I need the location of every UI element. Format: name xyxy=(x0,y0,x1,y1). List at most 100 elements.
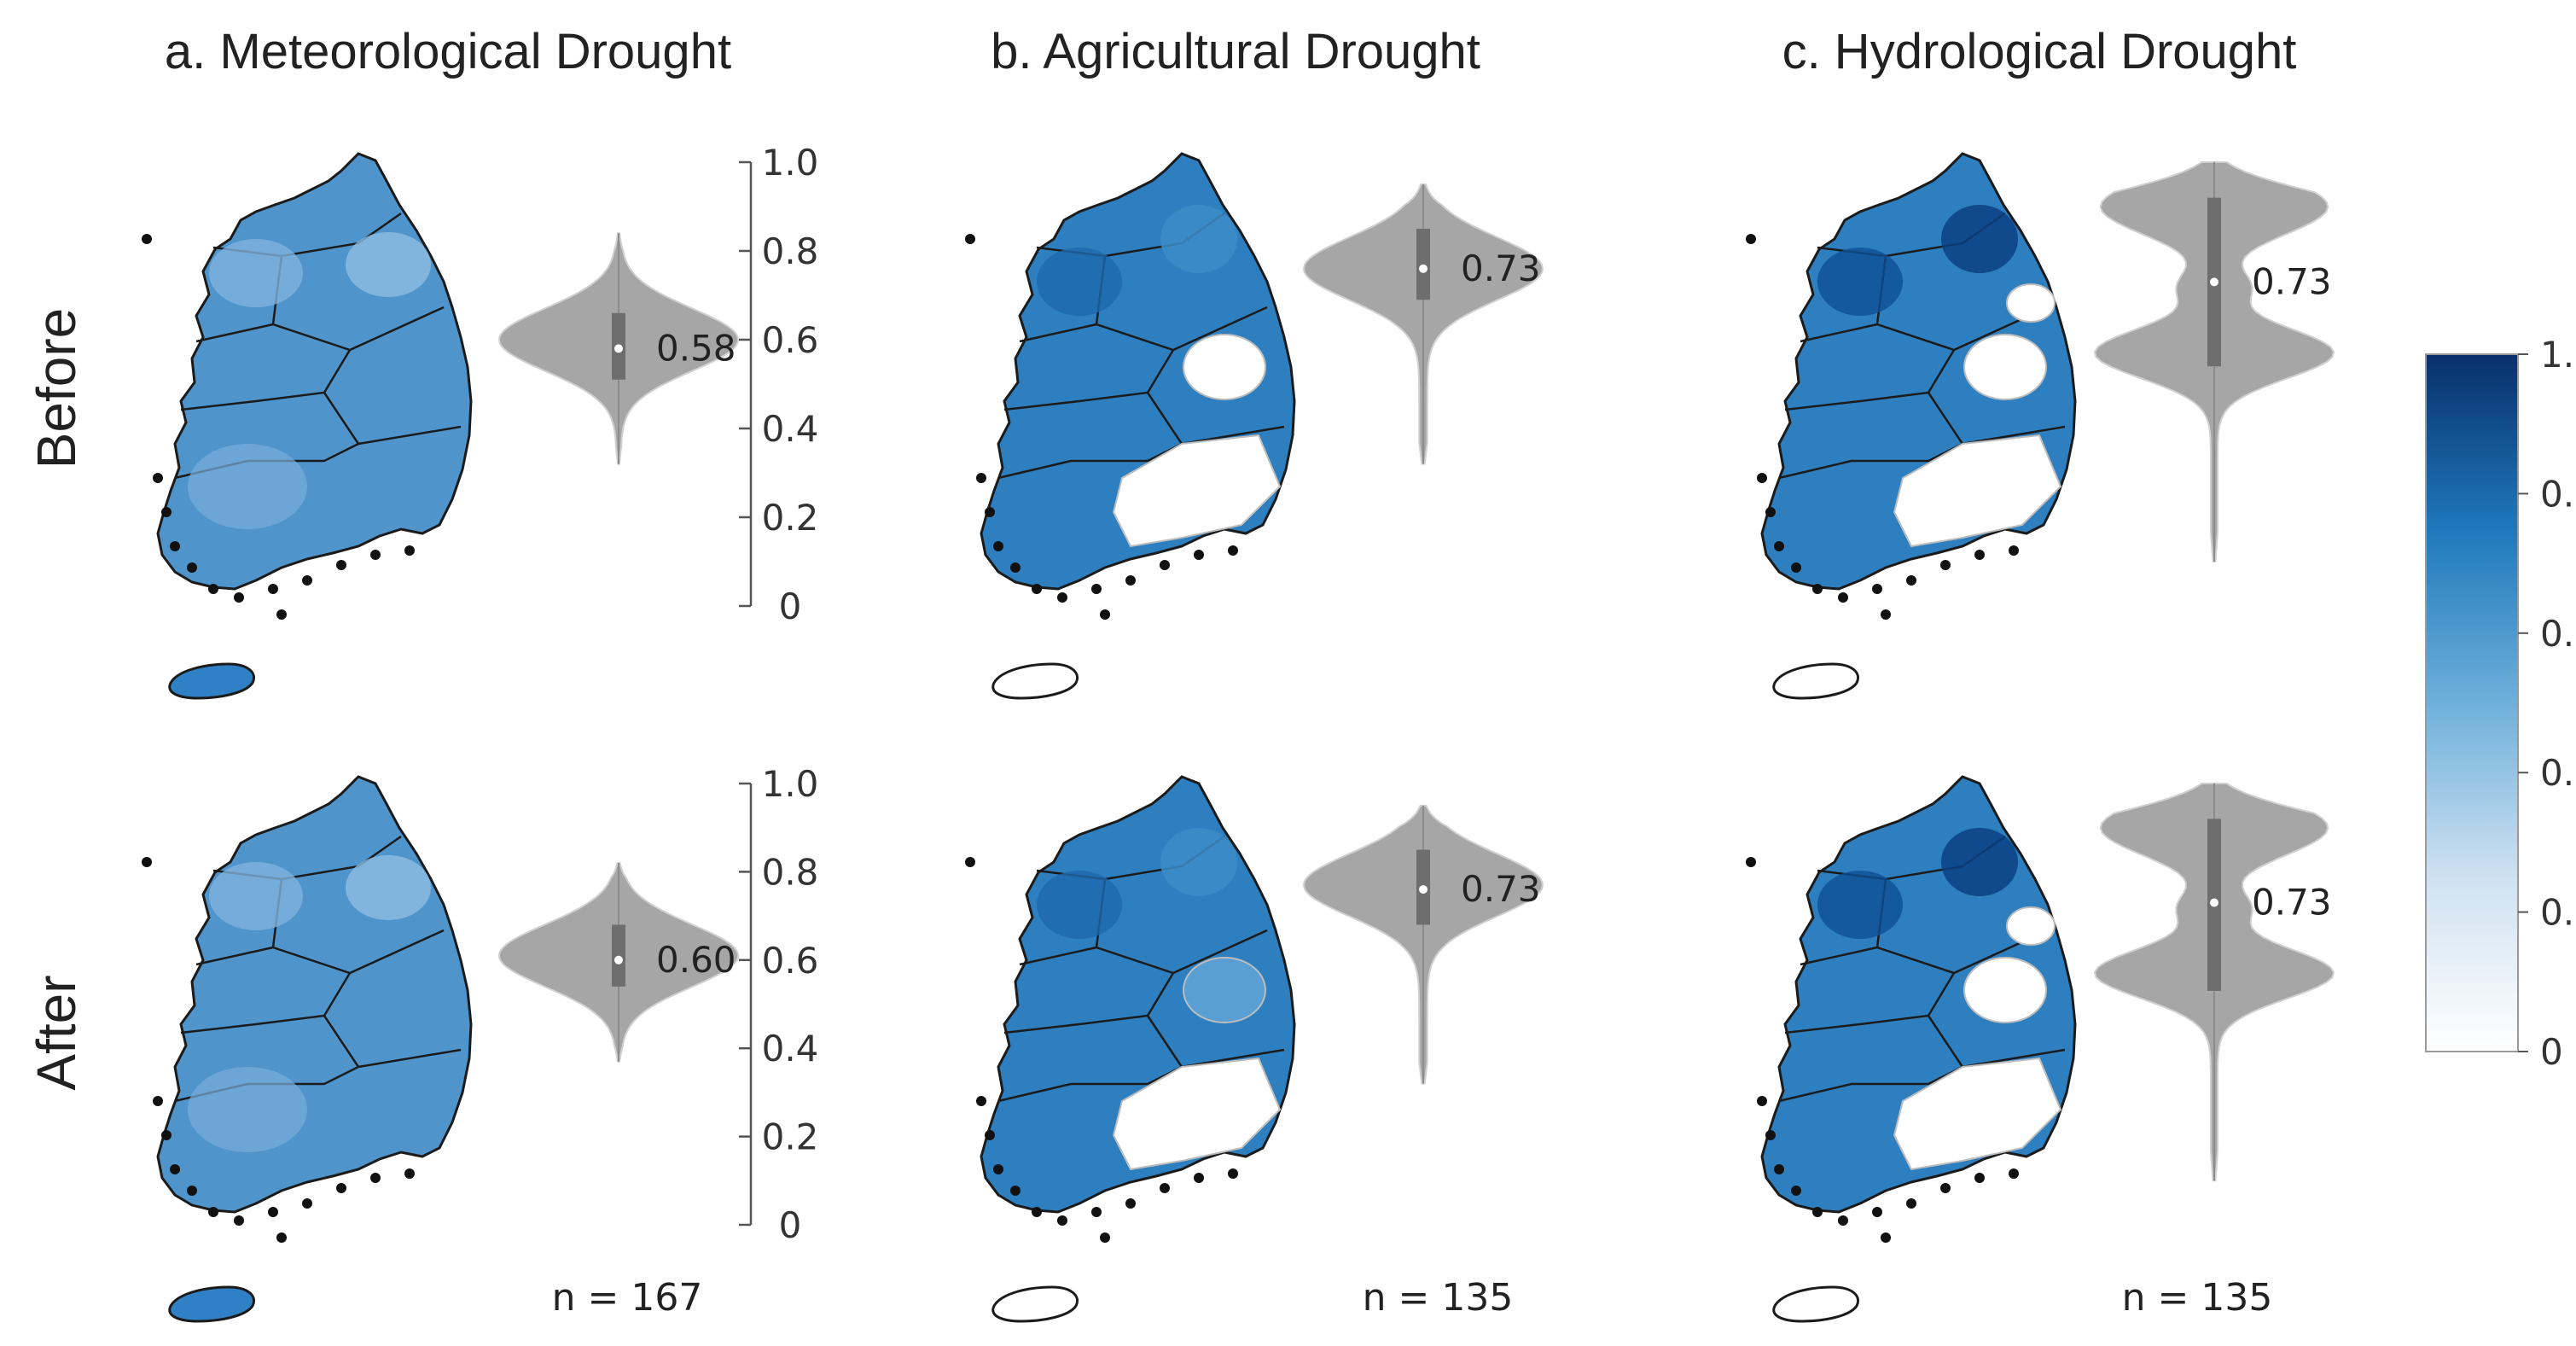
map-mainland xyxy=(156,152,473,591)
map-meteo-before xyxy=(142,152,473,700)
map-region-white xyxy=(2006,906,2056,946)
map-region xyxy=(346,232,431,297)
colorbar-tick-label: 0.6 xyxy=(2540,613,2576,655)
island-dot xyxy=(1757,1096,1767,1106)
island-dot xyxy=(187,1186,197,1196)
colorbar-tick-label: 0.4 xyxy=(2540,752,2576,794)
island-dot xyxy=(976,1096,986,1106)
island-dot xyxy=(404,545,415,556)
island-dot xyxy=(1010,562,1021,573)
colorbar-tick-label: 0.2 xyxy=(2540,892,2576,934)
map-region-white xyxy=(1112,434,1282,548)
violin-median-dot xyxy=(1419,885,1428,894)
map-hydro-before xyxy=(1746,152,2077,700)
island-dot xyxy=(1100,1232,1110,1243)
row-label: Before xyxy=(26,308,87,469)
island-dot xyxy=(1974,1173,1985,1183)
island-dot xyxy=(993,1164,1003,1174)
island-dot xyxy=(1125,1198,1136,1209)
map-jeju xyxy=(991,1285,1079,1323)
colorbar-tick-label: 1.0 xyxy=(2540,334,2576,376)
island-dot xyxy=(161,1130,172,1140)
island-dot xyxy=(370,1173,381,1183)
sample-size-label: n = 135 xyxy=(2122,1276,2273,1320)
island-dot xyxy=(1746,857,1756,867)
map-region-dark xyxy=(1941,828,2018,896)
province-border xyxy=(1003,349,1175,411)
violin-median-dot xyxy=(2210,898,2218,907)
island-dot xyxy=(1791,562,1801,573)
y-tick-label: 0.6 xyxy=(762,319,819,361)
map-region xyxy=(188,1067,307,1152)
island-dot xyxy=(370,550,381,560)
province-border xyxy=(997,1065,1183,1103)
map-region-dark xyxy=(1037,871,1122,939)
map-region xyxy=(209,862,303,930)
map-region-white xyxy=(1183,957,1266,1023)
map-region-white xyxy=(1112,1057,1282,1171)
panel-title: a. Meteorological Drought xyxy=(165,24,731,79)
island-dot xyxy=(276,609,287,620)
province-border xyxy=(180,349,352,411)
median-label: 0.73 xyxy=(2252,882,2332,924)
map-jeju xyxy=(1772,1285,1860,1323)
province-border xyxy=(195,946,274,966)
map-meteo-after xyxy=(142,775,473,1323)
island-dot xyxy=(404,1168,415,1179)
island-dot xyxy=(1940,1183,1951,1193)
island-dot xyxy=(1228,1168,1238,1179)
y-tick-label: 0.8 xyxy=(762,851,819,893)
island-dot xyxy=(142,857,152,867)
island-dot xyxy=(336,560,346,570)
map-region-white xyxy=(1963,334,2047,400)
island-dot xyxy=(302,1198,312,1209)
map-hydro-after xyxy=(1746,775,2077,1323)
island-dot xyxy=(142,234,152,244)
island-dot xyxy=(1057,592,1067,603)
island-dot xyxy=(985,1130,995,1140)
island-dot xyxy=(208,584,218,594)
island-dot xyxy=(1091,584,1102,594)
island-dot xyxy=(1100,609,1110,620)
map-region xyxy=(188,444,307,529)
y-tick-label: 0.2 xyxy=(762,1116,819,1158)
island-dot xyxy=(1881,609,1891,620)
island-dot xyxy=(1757,473,1767,483)
y-tick-label: 1.0 xyxy=(762,142,819,184)
island-dot xyxy=(1194,550,1204,560)
y-tick-label: 0.4 xyxy=(762,408,819,450)
island-dot xyxy=(276,1232,287,1243)
province-border xyxy=(1019,946,1097,966)
island-dot xyxy=(187,562,197,573)
island-dot xyxy=(161,507,172,517)
map-region-dark xyxy=(1941,205,2018,273)
median-label: 0.73 xyxy=(1461,868,1541,910)
island-dot xyxy=(1906,575,1916,586)
island-dot xyxy=(1774,1164,1784,1174)
island-dot xyxy=(1010,1186,1021,1196)
map-jeju xyxy=(1772,662,1860,700)
map-region-white xyxy=(1893,1057,2062,1171)
y-tick-label: 0.6 xyxy=(762,940,819,982)
island-dot xyxy=(1838,1215,1848,1226)
island-dot xyxy=(1125,575,1136,586)
island-dot xyxy=(268,1207,278,1217)
median-label: 0.73 xyxy=(2252,260,2332,302)
violin-median-dot xyxy=(2210,277,2218,287)
island-dot xyxy=(153,1096,163,1106)
island-dot xyxy=(993,541,1003,551)
panel-title: b. Agricultural Drought xyxy=(991,24,1480,79)
island-dot xyxy=(965,234,975,244)
y-tick-label: 0 xyxy=(779,1204,802,1246)
island-dot xyxy=(1906,1198,1916,1209)
sample-size-label: n = 135 xyxy=(1363,1276,1514,1320)
island-dot xyxy=(976,473,986,483)
island-dot xyxy=(1160,1183,1170,1193)
map-jeju xyxy=(168,662,256,700)
map-region-dark xyxy=(1037,248,1122,316)
map-region xyxy=(346,855,431,920)
island-dot xyxy=(1032,1207,1042,1217)
island-dot xyxy=(965,857,975,867)
island-dot xyxy=(208,1207,218,1217)
